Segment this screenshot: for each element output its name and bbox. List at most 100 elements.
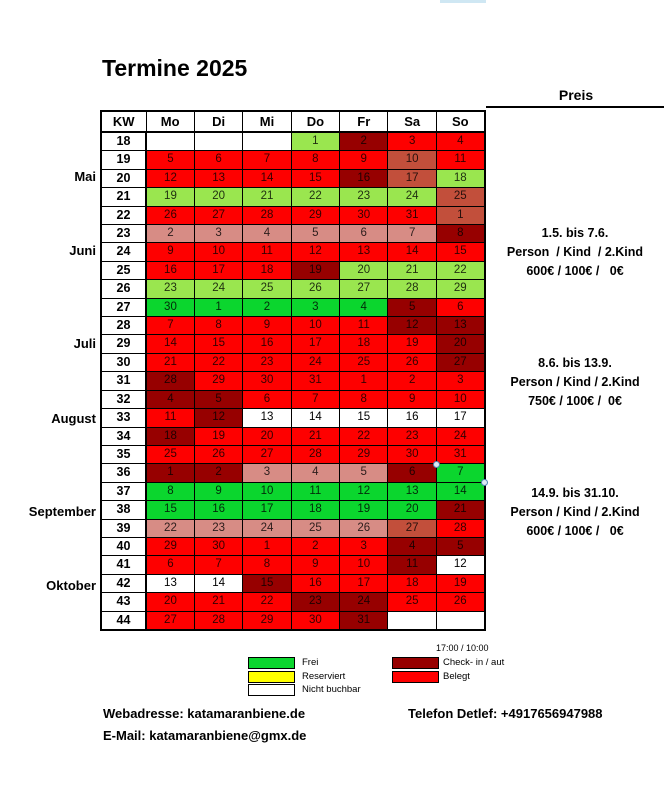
day-cell[interactable]: 2 — [193, 463, 244, 483]
day-cell[interactable]: 18 — [242, 260, 292, 281]
day-cell[interactable]: 23 — [387, 426, 437, 446]
day-cell[interactable]: 10 — [290, 316, 341, 336]
day-cell[interactable]: 14 — [290, 408, 341, 428]
day-cell[interactable]: 20 — [387, 500, 437, 520]
day-cell[interactable]: 2 — [290, 536, 341, 557]
day-cell[interactable]: 5 — [193, 389, 244, 410]
day-cell[interactable]: 10 — [387, 150, 437, 170]
day-cell[interactable]: 3 — [435, 371, 486, 391]
day-cell[interactable]: 20 — [193, 187, 244, 207]
day-cell[interactable]: 3 — [290, 297, 341, 318]
day-cell[interactable]: 4 — [435, 131, 486, 152]
day-cell[interactable]: 9 — [387, 389, 437, 410]
day-cell[interactable]: 21 — [145, 352, 195, 373]
day-cell[interactable]: 6 — [145, 555, 195, 575]
day-cell[interactable]: 13 — [387, 481, 437, 502]
day-cell[interactable]: 24 — [435, 426, 486, 446]
day-cell[interactable]: 19 — [193, 426, 244, 446]
day-cell[interactable]: 30 — [387, 444, 437, 465]
day-cell[interactable]: 23 — [193, 518, 244, 538]
day-cell[interactable]: 15 — [242, 573, 292, 594]
day-cell[interactable]: 22 — [339, 426, 389, 446]
day-cell[interactable]: 8 — [145, 481, 195, 502]
day-cell[interactable]: 3 — [339, 536, 389, 557]
day-cell[interactable]: 16 — [387, 408, 437, 428]
day-cell[interactable]: 9 — [145, 242, 195, 262]
day-cell[interactable]: 25 — [387, 592, 437, 612]
day-cell[interactable]: 17 — [242, 500, 292, 520]
day-cell[interactable]: 30 — [339, 205, 389, 226]
day-cell[interactable]: 1 — [339, 371, 389, 391]
day-cell[interactable]: 24 — [339, 592, 389, 612]
day-cell[interactable]: 12 — [193, 408, 244, 428]
day-cell[interactable]: 6 — [435, 297, 486, 318]
day-cell[interactable]: 14 — [387, 242, 437, 262]
day-cell[interactable]: 4 — [387, 536, 437, 557]
day-cell[interactable]: 16 — [242, 334, 292, 354]
day-cell[interactable]: 20 — [242, 426, 292, 446]
day-cell[interactable]: 5 — [387, 297, 437, 318]
day-cell[interactable]: 3 — [193, 224, 244, 244]
selection-handle-bottom[interactable] — [481, 479, 488, 486]
day-cell[interactable]: 25 — [435, 187, 486, 207]
day-cell[interactable]: 29 — [339, 444, 389, 465]
day-cell[interactable]: 16 — [145, 260, 195, 281]
day-cell[interactable]: 12 — [339, 481, 389, 502]
day-cell[interactable]: 22 — [145, 518, 195, 538]
day-cell[interactable]: 28 — [435, 518, 486, 538]
day-cell[interactable]: 14 — [193, 573, 244, 594]
day-cell[interactable]: 10 — [242, 481, 292, 502]
day-cell[interactable]: 11 — [145, 408, 195, 428]
day-cell[interactable]: 6 — [339, 224, 389, 244]
day-cell[interactable]: 17 — [339, 573, 389, 594]
day-cell[interactable]: 1 — [193, 297, 244, 318]
day-cell[interactable]: 19 — [435, 573, 486, 594]
day-cell[interactable]: 2 — [387, 371, 437, 391]
day-cell[interactable]: 13 — [242, 408, 292, 428]
day-cell[interactable]: 31 — [290, 371, 341, 391]
day-cell[interactable]: 7 — [193, 555, 244, 575]
day-cell[interactable]: 22 — [193, 352, 244, 373]
day-cell[interactable]: 4 — [242, 224, 292, 244]
day-cell[interactable]: 21 — [290, 426, 341, 446]
day-cell[interactable]: 2 — [339, 131, 389, 152]
day-cell[interactable]: 26 — [339, 518, 389, 538]
day-cell[interactable]: 31 — [387, 205, 437, 226]
day-cell[interactable]: 5 — [339, 463, 389, 483]
day-cell[interactable]: 9 — [193, 481, 244, 502]
day-cell[interactable]: 8 — [242, 555, 292, 575]
day-cell[interactable] — [145, 131, 195, 152]
day-cell[interactable]: 29 — [193, 371, 244, 391]
day-cell[interactable]: 15 — [290, 168, 341, 189]
day-cell[interactable]: 1 — [290, 131, 341, 152]
day-cell[interactable]: 14 — [435, 481, 486, 502]
day-cell[interactable]: 24 — [290, 352, 341, 373]
day-cell[interactable]: 2 — [145, 224, 195, 244]
day-cell[interactable]: 21 — [387, 260, 437, 281]
day-cell[interactable]: 28 — [242, 205, 292, 226]
day-cell[interactable]: 19 — [290, 260, 341, 281]
day-cell[interactable]: 23 — [145, 279, 195, 299]
day-cell[interactable]: 23 — [290, 592, 341, 612]
day-cell[interactable]: 20 — [435, 334, 486, 354]
day-cell[interactable]: 16 — [339, 168, 389, 189]
day-cell[interactable]: 29 — [435, 279, 486, 299]
day-cell[interactable]: 1 — [242, 536, 292, 557]
day-cell[interactable]: 6 — [242, 389, 292, 410]
day-cell[interactable]: 12 — [145, 168, 195, 189]
day-cell[interactable]: 9 — [339, 150, 389, 170]
day-cell[interactable]: 7 — [242, 150, 292, 170]
day-cell[interactable]: 21 — [242, 187, 292, 207]
day-cell[interactable]: 6 — [387, 463, 437, 483]
day-cell[interactable] — [193, 131, 244, 152]
day-cell[interactable]: 27 — [242, 444, 292, 465]
day-cell[interactable]: 11 — [242, 242, 292, 262]
day-cell[interactable]: 4 — [145, 389, 195, 410]
day-cell[interactable]: 8 — [339, 389, 389, 410]
day-cell[interactable]: 10 — [339, 555, 389, 575]
day-cell[interactable]: 27 — [193, 205, 244, 226]
day-cell[interactable]: 17 — [193, 260, 244, 281]
day-cell[interactable]: 21 — [435, 500, 486, 520]
day-cell[interactable]: 16 — [290, 573, 341, 594]
day-cell[interactable]: 5 — [435, 536, 486, 557]
